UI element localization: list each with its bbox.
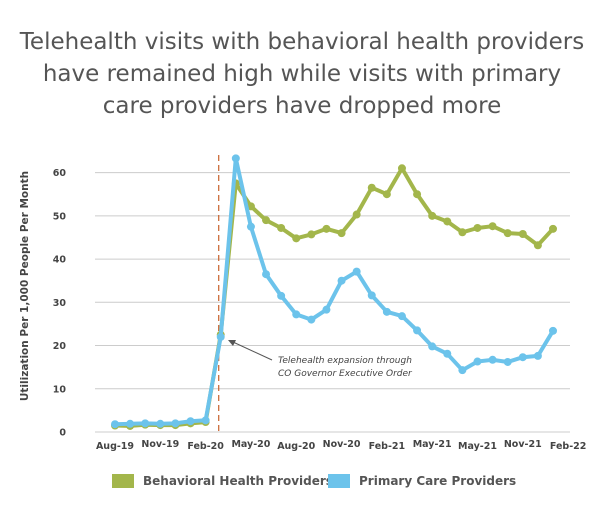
data-point-primary-care xyxy=(413,326,422,335)
annotation-text-line-2: CO Governor Executive Order xyxy=(278,369,413,379)
data-point-primary-care xyxy=(428,342,437,351)
series-group xyxy=(111,154,557,430)
chart-title: Telehealth visits with behavioral health… xyxy=(0,26,604,122)
data-point-primary-care xyxy=(549,326,557,335)
data-point-primary-care xyxy=(307,315,316,324)
data-point-behavioral xyxy=(277,223,286,232)
data-point-behavioral xyxy=(397,164,406,173)
annotation-arrow-head xyxy=(228,340,236,346)
data-point-primary-care xyxy=(322,305,331,314)
title-line-3: care providers have dropped more xyxy=(102,93,502,119)
x-tick-label: Feb-20 xyxy=(187,441,224,452)
data-point-primary-care xyxy=(111,420,119,429)
data-point-behavioral xyxy=(533,241,542,250)
title-line-1: Telehealth visits with behavioral health… xyxy=(19,29,585,55)
data-point-behavioral xyxy=(488,222,497,231)
data-point-primary-care xyxy=(533,351,542,360)
data-point-primary-care xyxy=(156,419,165,428)
data-point-behavioral xyxy=(352,210,361,219)
data-point-primary-care xyxy=(488,355,497,364)
x-axis-ticks: Aug-19 Nov-19 Feb-20 May-20 Aug-20 Nov-20 Feb-… xyxy=(96,439,586,452)
data-point-primary-care xyxy=(171,419,180,428)
data-point-behavioral xyxy=(292,234,301,243)
data-point-primary-care xyxy=(518,353,527,362)
legend-label-primary-care: Primary Care Providers xyxy=(359,474,517,488)
y-tick-label-20: 20 xyxy=(53,341,67,352)
y-axis-ticks: 0 10 20 30 40 50 60 xyxy=(53,168,67,438)
legend-label-behavioral: Behavioral Health Providers xyxy=(143,474,333,488)
legend: Behavioral Health Providers Primary Care… xyxy=(0,474,604,494)
x-tick-label: May-20 xyxy=(231,439,270,450)
data-point-primary-care xyxy=(141,419,150,428)
data-point-primary-care xyxy=(443,349,452,358)
y-tick-label-10: 10 xyxy=(53,384,67,395)
legend-item-primary-care: Primary Care Providers xyxy=(328,474,516,488)
data-point-primary-care xyxy=(186,417,195,426)
data-point-primary-care xyxy=(458,366,467,375)
data-point-behavioral xyxy=(503,229,512,238)
y-axis-label: Utilization Per 1,000 People Per Month xyxy=(19,171,31,401)
data-point-behavioral xyxy=(262,216,271,225)
x-tick-label: May-21 xyxy=(413,439,452,450)
x-tick-label: Nov-21 xyxy=(504,439,542,450)
y-tick-label-60: 60 xyxy=(53,168,67,179)
data-point-primary-care xyxy=(367,291,376,300)
data-point-behavioral xyxy=(458,228,467,237)
y-tick-label-40: 40 xyxy=(53,255,67,266)
x-tick-label: Aug-20 xyxy=(277,441,315,452)
data-point-primary-care xyxy=(337,276,346,285)
data-point-behavioral xyxy=(307,230,316,239)
legend-swatch-behavioral xyxy=(112,474,134,488)
data-point-primary-care xyxy=(503,357,512,366)
data-point-primary-care xyxy=(397,312,406,321)
data-point-behavioral xyxy=(246,202,255,211)
x-tick-label: Nov-19 xyxy=(141,439,179,450)
y-tick-label-30: 30 xyxy=(53,298,67,309)
data-point-behavioral xyxy=(413,190,422,199)
data-point-primary-care xyxy=(201,416,210,425)
x-tick-label: Feb-22 xyxy=(550,441,587,452)
legend-swatch-primary-care xyxy=(328,474,350,488)
x-tick-label: Aug-19 xyxy=(96,441,134,452)
data-point-primary-care xyxy=(216,332,225,341)
data-point-primary-care xyxy=(231,154,240,163)
data-point-primary-care xyxy=(292,310,301,319)
data-point-primary-care xyxy=(277,291,286,300)
annotation-arrow-line xyxy=(232,341,273,361)
data-point-behavioral xyxy=(443,217,452,226)
data-point-primary-care xyxy=(246,222,255,231)
data-point-behavioral xyxy=(367,183,376,192)
y-tick-label-50: 50 xyxy=(53,211,67,222)
x-tick-label: May-21 xyxy=(458,441,497,452)
data-point-behavioral xyxy=(322,224,331,233)
data-point-behavioral xyxy=(337,229,346,238)
annotation-text-line-1: Telehealth expansion through xyxy=(278,356,412,366)
data-point-behavioral xyxy=(428,211,437,220)
data-point-behavioral xyxy=(518,230,527,239)
series-line-primary-care xyxy=(113,156,555,427)
annotation: Telehealth expansion through CO Governor … xyxy=(218,155,413,432)
title-line-2: have remained high while visits with pri… xyxy=(42,61,562,87)
x-tick-label: Nov-20 xyxy=(323,439,361,450)
data-point-behavioral xyxy=(382,190,391,199)
data-point-primary-care xyxy=(352,267,361,276)
data-point-behavioral xyxy=(549,224,557,233)
legend-item-behavioral: Behavioral Health Providers xyxy=(112,474,333,488)
data-point-primary-care xyxy=(473,357,482,366)
data-point-primary-care xyxy=(126,419,135,428)
data-point-behavioral xyxy=(473,223,482,232)
data-point-primary-care xyxy=(382,307,391,316)
data-point-primary-care xyxy=(262,270,271,279)
y-tick-label-0: 0 xyxy=(59,428,66,439)
x-tick-label: Feb-21 xyxy=(369,441,406,452)
